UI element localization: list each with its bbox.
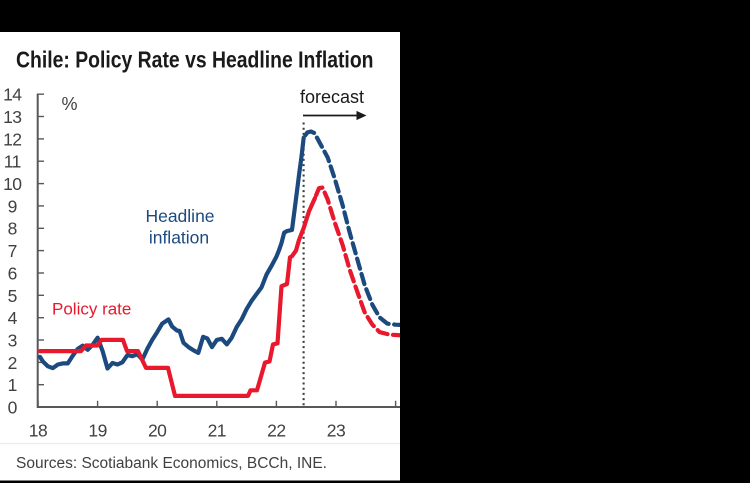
svg-text:Chile: Policy Rate vs Headline: Chile: Policy Rate vs Headline Inflation xyxy=(16,47,374,73)
svg-text:12: 12 xyxy=(3,129,21,149)
svg-text:forecast: forecast xyxy=(300,87,364,107)
svg-text:20: 20 xyxy=(148,421,167,441)
svg-text:%: % xyxy=(62,94,78,114)
svg-text:18: 18 xyxy=(29,421,47,441)
svg-text:14: 14 xyxy=(3,85,22,105)
svg-text:Sources: Scotiabank Economics,: Sources: Scotiabank Economics, BCCh, INE… xyxy=(16,455,327,472)
svg-text:4: 4 xyxy=(8,308,18,328)
svg-text:7: 7 xyxy=(8,241,17,261)
svg-text:Headline: Headline xyxy=(145,206,214,226)
svg-text:Policy rate: Policy rate xyxy=(52,300,131,319)
svg-text:11: 11 xyxy=(4,152,21,172)
svg-text:3: 3 xyxy=(8,330,17,350)
svg-text:5: 5 xyxy=(8,286,17,306)
svg-text:0: 0 xyxy=(8,398,18,418)
svg-text:1: 1 xyxy=(8,375,17,395)
svg-text:inflation: inflation xyxy=(149,228,209,248)
svg-text:10: 10 xyxy=(3,174,22,194)
svg-text:6: 6 xyxy=(8,263,17,283)
svg-text:9: 9 xyxy=(8,196,17,216)
svg-text:23: 23 xyxy=(327,421,345,441)
svg-text:21: 21 xyxy=(208,421,226,441)
svg-text:2: 2 xyxy=(8,353,17,373)
svg-text:22: 22 xyxy=(267,421,285,441)
svg-text:8: 8 xyxy=(8,219,17,239)
svg-text:19: 19 xyxy=(88,421,106,441)
svg-text:13: 13 xyxy=(3,107,21,127)
